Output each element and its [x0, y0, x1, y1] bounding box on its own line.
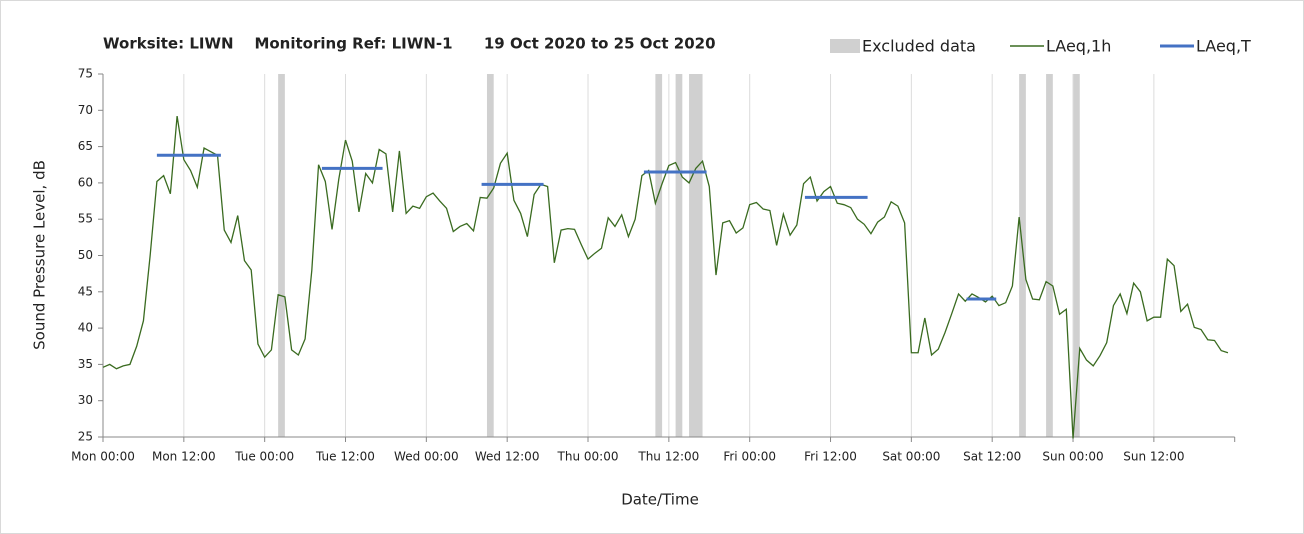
x-tick-label: Sat 00:00: [882, 450, 940, 464]
x-tick-label: Wed 00:00: [394, 450, 459, 464]
x-tick-label: Sun 12:00: [1123, 450, 1184, 464]
x-tick-label: Mon 00:00: [71, 450, 135, 464]
excluded-band: [655, 74, 663, 437]
excluded-band: [486, 74, 494, 437]
excluded-band: [1073, 74, 1080, 437]
x-tick-label: Fri 00:00: [723, 450, 776, 464]
y-tick-label: 75: [78, 67, 93, 81]
excluded-band: [1019, 74, 1026, 437]
x-tick-label: Thu 00:00: [557, 450, 619, 464]
x-tick-label: Tue 12:00: [315, 450, 375, 464]
legend-label: LAeq,T: [1196, 37, 1251, 56]
excluded-band: [1046, 74, 1053, 437]
data-line: [102, 116, 1229, 439]
x-tick-label: Fri 12:00: [804, 450, 857, 464]
y-tick-label: 25: [78, 430, 93, 444]
legend-label: Excluded data: [862, 37, 976, 56]
y-tick-label: 70: [78, 103, 93, 117]
x-tick-label: Wed 12:00: [475, 450, 540, 464]
y-tick-label: 45: [78, 284, 93, 298]
y-tick-label: 40: [78, 321, 93, 335]
x-axis-label: Date/Time: [621, 491, 699, 509]
x-tick-label: Thu 12:00: [637, 450, 699, 464]
x-tick-label: Tue 00:00: [234, 450, 294, 464]
y-tick-label: 60: [78, 175, 93, 189]
x-tick-label: Sat 12:00: [963, 450, 1021, 464]
legend-label: LAeq,1h: [1046, 37, 1111, 56]
y-tick-label: 55: [78, 212, 93, 226]
excluded-band: [278, 74, 285, 437]
excluded-band: [689, 74, 703, 437]
y-tick-label: 50: [78, 248, 93, 262]
x-tick-label: Mon 12:00: [152, 450, 216, 464]
y-axis-label: Sound Pressure Level, dB: [31, 160, 49, 350]
y-tick-label: 65: [78, 139, 93, 153]
excluded-band: [675, 74, 683, 437]
chart-title: Worksite: LIWN Monitoring Ref: LIWN-1 19…: [103, 35, 716, 53]
x-tick-label: Sun 00:00: [1042, 450, 1103, 464]
y-tick-label: 35: [78, 357, 93, 371]
y-tick-label: 30: [78, 393, 93, 407]
legend-swatch-excluded: [830, 39, 860, 53]
